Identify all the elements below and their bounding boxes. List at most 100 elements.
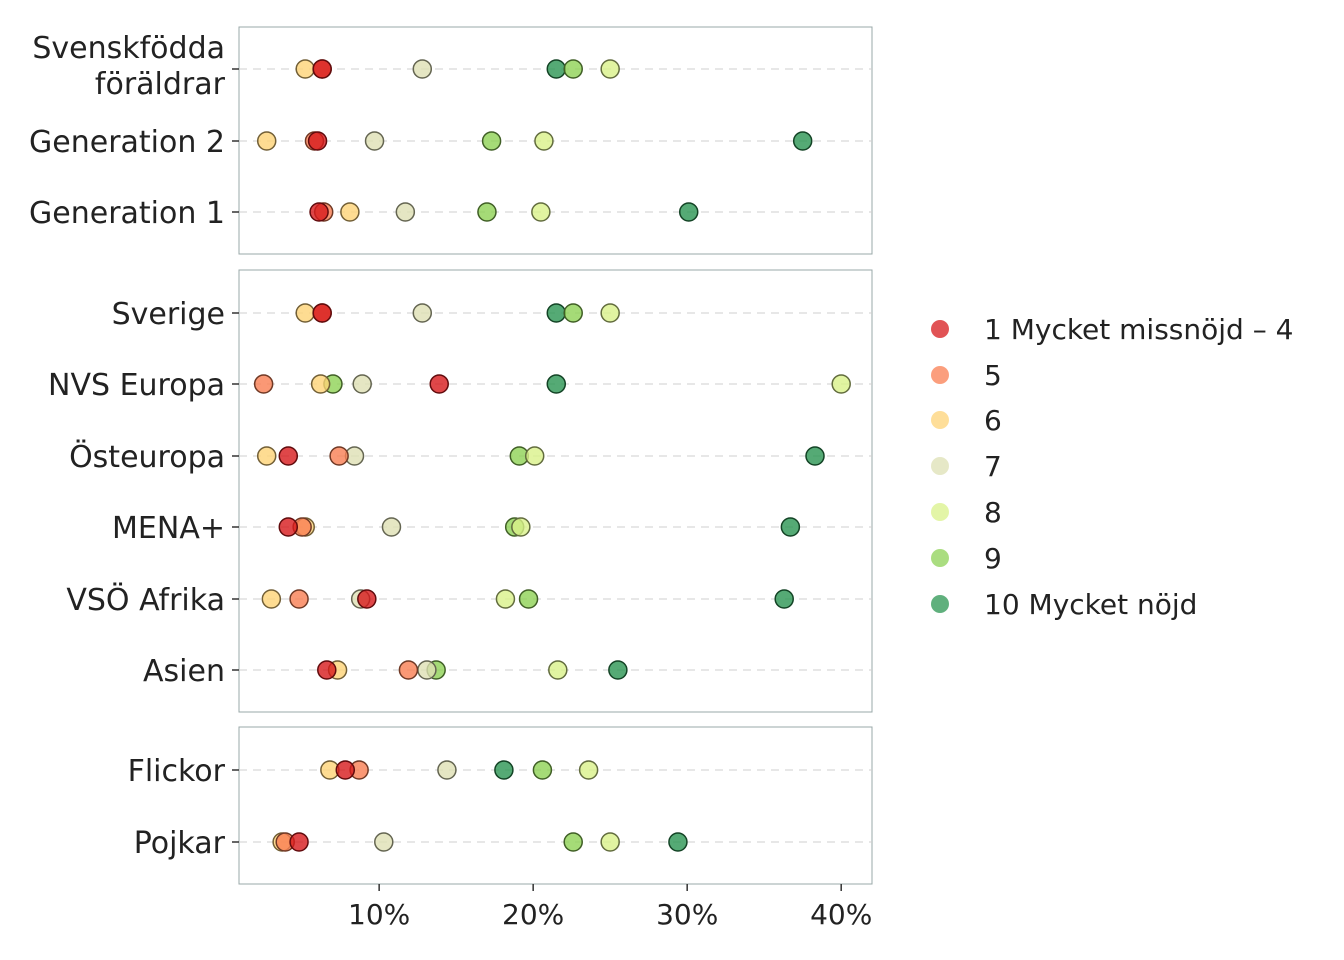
- category-row: NVS Europa: [48, 368, 872, 403]
- x-tick-label: 20%: [502, 898, 564, 931]
- panel-2: Sverige NVS Europa Östeuropa MENA+ VSÖ Afrik…: [48, 269, 873, 713]
- legend-entry: 1 Mycket missnöjd – 4: [931, 313, 1293, 346]
- data-point-8: [600, 59, 620, 79]
- legend-label: 1 Mycket missnöjd – 4: [984, 313, 1293, 346]
- data-point-1-4: [335, 760, 356, 780]
- category-label: Generation 2: [29, 125, 225, 160]
- x-tick-label: 40%: [810, 898, 872, 931]
- legend-entry: 5: [931, 359, 1002, 392]
- category-row: MENA+: [112, 511, 872, 546]
- legend-label: 10 Mycket nöjd: [984, 588, 1197, 621]
- legend-swatch: [931, 503, 949, 521]
- data-point-9: [563, 59, 583, 79]
- category-label: Sverige: [112, 297, 225, 332]
- data-point-10: [546, 303, 567, 323]
- data-point-1-4: [278, 517, 299, 537]
- data-point-1-4: [278, 446, 299, 466]
- data-point-10: [668, 832, 688, 852]
- data-point-7: [412, 303, 433, 323]
- data-point-8: [534, 131, 554, 151]
- data-point-5: [398, 660, 419, 680]
- legend-swatch: [931, 457, 949, 475]
- data-point-8: [548, 660, 568, 680]
- data-point-7: [437, 760, 457, 780]
- data-point-8: [578, 760, 599, 780]
- data-point-9: [481, 131, 502, 151]
- legend-label: 8: [984, 496, 1002, 529]
- x-tick-label: 30%: [656, 898, 718, 931]
- legend-entry: 10 Mycket nöjd: [931, 588, 1197, 621]
- legend-label: 9: [984, 542, 1002, 575]
- data-point-7: [364, 131, 385, 151]
- data-point-8: [600, 832, 620, 852]
- category-label: Flickor: [128, 754, 226, 789]
- legend-swatch: [931, 366, 949, 384]
- data-point-6: [310, 374, 331, 394]
- data-point-1-4: [307, 131, 328, 151]
- data-point-6: [261, 589, 282, 609]
- data-point-5: [289, 589, 309, 609]
- legend-label: 7: [984, 450, 1002, 483]
- data-point-9: [477, 202, 497, 222]
- category-label: NVS Europa: [48, 368, 225, 403]
- data-point-6: [295, 59, 315, 79]
- legend-swatch: [931, 320, 949, 338]
- legend-entry: 8: [931, 496, 1002, 529]
- legend-entry: 6: [931, 404, 1002, 437]
- category-label: Asien: [143, 654, 225, 689]
- data-point-10: [792, 131, 813, 151]
- data-point-8: [495, 589, 516, 609]
- data-point-9: [563, 303, 583, 323]
- legend-entry: 7: [931, 450, 1002, 483]
- panel-frame: [238, 269, 873, 713]
- data-point-7: [381, 517, 402, 537]
- data-point-6: [256, 446, 277, 466]
- data-point-10: [774, 589, 794, 609]
- data-point-10: [546, 374, 567, 394]
- legend-label: 6: [984, 404, 1002, 437]
- category-label: Generation 1: [29, 196, 225, 231]
- category-label: föräldrar: [95, 67, 226, 102]
- category-label: Pojkar: [134, 826, 226, 861]
- data-point-7: [412, 59, 433, 79]
- data-point-9: [532, 760, 553, 780]
- data-point-7: [374, 832, 394, 852]
- data-point-1-4: [312, 59, 332, 79]
- legend: 1 Mycket missnöjd – 4 5 6 7 8 9 10 Mycket nöjd: [931, 313, 1293, 621]
- category-row: Flickor: [128, 754, 872, 789]
- data-point-7: [417, 660, 437, 680]
- category-row: Generation 2: [29, 125, 872, 160]
- legend-entry: 9: [931, 542, 1002, 575]
- data-point-6: [295, 303, 315, 323]
- data-point-10: [494, 760, 514, 780]
- data-point-8: [531, 202, 551, 222]
- category-row: Pojkar: [134, 826, 872, 861]
- data-point-1-4: [289, 832, 309, 852]
- data-point-10: [546, 59, 567, 79]
- category-row: Generation 1: [29, 196, 872, 231]
- data-point-1-4: [309, 202, 329, 222]
- data-point-8: [524, 446, 545, 466]
- category-row: Asien: [143, 654, 872, 689]
- data-point-5: [329, 446, 349, 466]
- legend-swatch: [931, 549, 949, 567]
- category-label: Svenskfödda: [32, 31, 225, 66]
- panel-frame: [238, 726, 873, 885]
- x-axis: 10% 20% 30% 40%: [348, 884, 872, 931]
- category-row: Sverige: [112, 297, 872, 332]
- data-point-7: [352, 374, 372, 394]
- data-point-10: [608, 660, 628, 680]
- data-point-8: [600, 303, 620, 323]
- data-point-10: [780, 517, 801, 537]
- data-point-6: [256, 131, 277, 151]
- data-point-5: [253, 374, 274, 394]
- legend-label: 5: [984, 359, 1002, 392]
- data-point-8: [511, 517, 531, 537]
- x-tick-label: 10%: [348, 898, 410, 931]
- data-point-10: [678, 202, 699, 222]
- data-point-1-4: [312, 303, 332, 323]
- data-point-1-4: [317, 660, 337, 680]
